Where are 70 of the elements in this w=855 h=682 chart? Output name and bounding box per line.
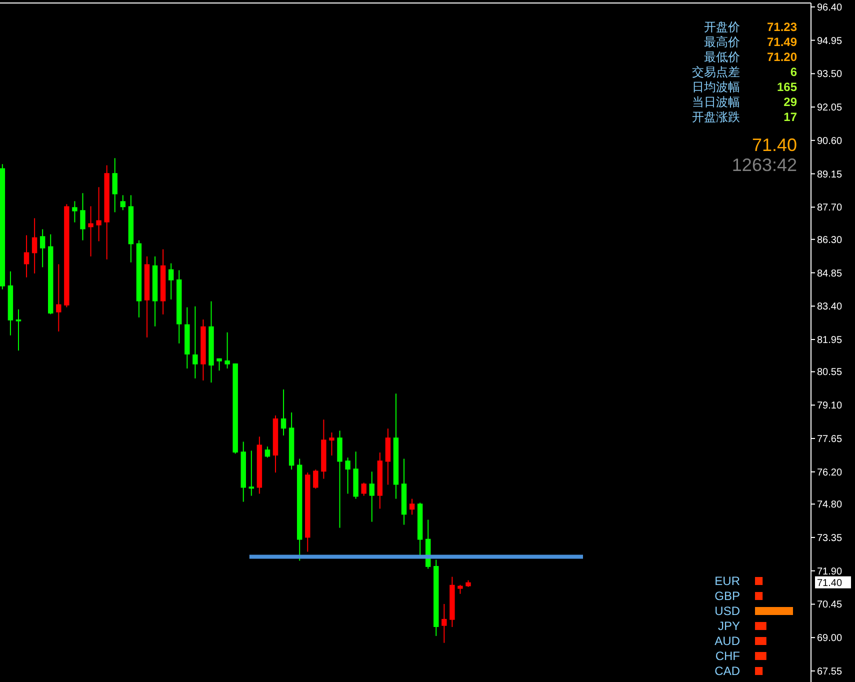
y-tick-label: 83.40: [817, 302, 842, 313]
candlestick: [112, 158, 118, 213]
annotation: 17: [784, 110, 798, 124]
y-tick-label: 84.85: [817, 268, 842, 280]
y-tick-label: 69.00: [817, 633, 842, 644]
candlestick: [72, 200, 78, 223]
candlestick: [369, 471, 374, 522]
candlestick: [345, 457, 350, 494]
annotation: 71.20: [766, 50, 798, 64]
annotation: 交易点差: [692, 65, 740, 79]
y-tick-label: EUR: [714, 574, 740, 588]
annotation: 29: [784, 95, 798, 109]
candlestick: [56, 264, 62, 332]
candlestick: [192, 306, 198, 379]
annotation: 开盘价: [704, 20, 740, 34]
y-tick-label: 79.10: [817, 400, 842, 412]
annotation: 6: [790, 65, 798, 79]
y-tick-label: 90.60: [817, 136, 842, 147]
candlestick: [32, 218, 38, 274]
candlestick: [24, 234, 30, 278]
y-tick-label: 87.70: [817, 202, 842, 214]
y-tick-label: AUD: [714, 634, 740, 648]
candlestick: [442, 603, 447, 644]
candlestick: [168, 262, 174, 300]
candlestick: [120, 194, 126, 211]
annotation: 1263:42: [732, 155, 797, 175]
annotation: 最高价: [704, 35, 740, 49]
annotation: 71.23: [766, 20, 798, 34]
y-tick-label: 67.55: [817, 666, 842, 678]
annotation: 71.40: [752, 135, 797, 155]
y-tick-label: 76.20: [817, 467, 842, 478]
annotation: 最低价: [704, 50, 740, 64]
y-tick-label: 70.45: [817, 600, 842, 611]
candlestick: [361, 482, 366, 496]
annotation: 当日波幅: [692, 95, 740, 109]
candlestick: [40, 228, 46, 268]
y-tick-label: CHF: [715, 649, 740, 664]
candlestick: [409, 498, 415, 516]
y-tick-label: 73.35: [817, 532, 842, 544]
candlestick: [280, 388, 286, 436]
candlestick: [96, 186, 102, 242]
y-tick-label: CAD: [714, 664, 740, 678]
y-tick-label: JPY: [718, 619, 740, 634]
y-tick-label: 81.95: [817, 335, 842, 346]
candlestick: [88, 206, 94, 257]
candlestick: [216, 358, 222, 372]
candlestick: [248, 450, 254, 496]
y-tick-label: 93.50: [817, 69, 842, 80]
y-tick-label: 94.95: [817, 36, 842, 47]
y-tick-label: 86.30: [817, 234, 842, 246]
annotation: 165: [776, 80, 798, 94]
y-tick-label: USD: [714, 604, 740, 618]
y-tick-label: 80.55: [817, 367, 842, 378]
candlestick: [313, 469, 318, 490]
y-tick-label: 92.05: [817, 102, 842, 114]
candlestick: [16, 308, 22, 352]
annotation: 71.49: [766, 35, 798, 49]
annotation: 开盘涨跌: [692, 110, 740, 124]
candlestick: [264, 446, 270, 458]
candlestick: [224, 332, 230, 370]
annotation: 日均波幅: [692, 80, 740, 94]
y-tick-label: 89.15: [817, 169, 842, 180]
y-tick-label: 74.80: [817, 500, 842, 511]
y-tick-label: GBP: [714, 589, 740, 604]
y-tick-label: 71.90: [817, 566, 842, 578]
y-tick-label: 96.40: [817, 2, 842, 14]
candlestick: [329, 432, 334, 456]
y-tick-label: 77.65: [817, 434, 842, 445]
candlestick: [80, 192, 86, 241]
text: 71.40: [817, 578, 842, 589]
